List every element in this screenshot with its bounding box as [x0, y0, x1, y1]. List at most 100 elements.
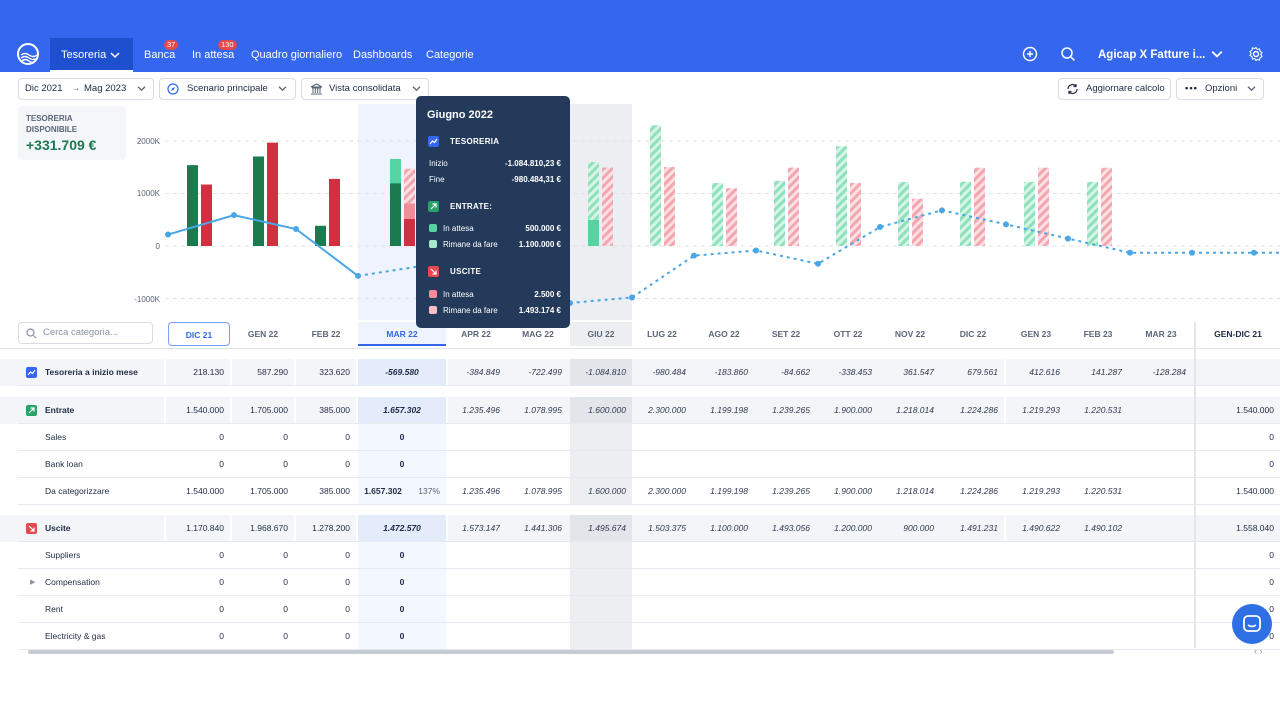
table-row[interactable]: Sales 0 0 0 0 0 — [0, 424, 1280, 451]
column-header-dic-21[interactable]: DIC 21 — [168, 322, 230, 346]
table-cell[interactable]: 1.220.531 — [1084, 486, 1122, 496]
table-cell[interactable]: 0 — [1269, 459, 1274, 469]
table-cell[interactable]: 0 — [345, 604, 350, 614]
column-header-gen-22[interactable]: GEN 22 — [247, 329, 279, 339]
column-header-ott-22[interactable]: OTT 22 — [833, 329, 863, 339]
table-cell[interactable]: -183.860 — [714, 367, 748, 377]
expense-forecast-bar[interactable] — [1038, 167, 1049, 246]
table-cell[interactable]: 1.441.306 — [524, 523, 562, 533]
table-cell[interactable]: 1.540.000 — [186, 486, 224, 496]
table-cell[interactable]: 1.078.995 — [524, 405, 562, 415]
table-cell[interactable]: 1.900.000 — [834, 405, 872, 415]
table-cell[interactable]: -569.580 — [385, 367, 419, 377]
column-header-feb-23[interactable]: FEB 23 — [1083, 329, 1113, 339]
income-pending-bar[interactable] — [588, 219, 599, 246]
category-search-input[interactable]: Cerca categoria... — [18, 322, 153, 344]
income-bar[interactable] — [253, 156, 264, 246]
table-row[interactable]: Entrate 1.540.000 1.705.000 385.000 1.657.30… — [0, 397, 1280, 424]
expense-forecast-bar[interactable] — [602, 167, 613, 246]
table-row[interactable]: Da categorizzare 1.540.000 1.705.000 385.00… — [0, 478, 1280, 505]
expand-caret-icon[interactable]: ▶ — [30, 579, 36, 586]
expense-bar[interactable] — [267, 142, 278, 246]
gear-icon[interactable] — [1248, 46, 1264, 62]
table-row[interactable]: Compensation ▶ 0 0 0 0 0 — [0, 569, 1280, 596]
expense-bar[interactable] — [329, 178, 340, 246]
date-range-selector[interactable]: Dic 2021 → Mag 2023 — [18, 78, 154, 100]
table-cell[interactable]: 0 — [345, 550, 350, 560]
table-cell[interactable]: 1.199.198 — [710, 405, 748, 415]
column-header-giu-22[interactable]: GIU 22 — [570, 322, 632, 346]
income-forecast-bar[interactable] — [1024, 181, 1035, 246]
table-row[interactable]: Tesoreria a inizio mese 218.130 587.290 323… — [0, 359, 1280, 386]
table-cell[interactable]: 0 — [219, 432, 224, 442]
view-selector[interactable]: Vista consolidata — [301, 78, 429, 100]
table-cell[interactable]: 1.170.840 — [186, 523, 224, 533]
table-cell[interactable]: 1.600.000 — [588, 405, 626, 415]
table-cell[interactable]: 0 — [399, 577, 405, 587]
table-cell[interactable]: 1.968.670 — [250, 523, 288, 533]
table-cell[interactable]: 1.657.302 — [364, 486, 402, 496]
table-cell[interactable]: 0 — [345, 577, 350, 587]
treasury-point[interactable] — [1065, 235, 1071, 242]
table-cell[interactable]: 900.000 — [903, 523, 934, 533]
table-cell[interactable]: 1.100.000 — [710, 523, 748, 533]
column-header-dic-22[interactable]: DIC 22 — [959, 329, 987, 339]
treasury-point[interactable] — [629, 294, 635, 301]
table-cell[interactable]: 412.616 — [1029, 367, 1060, 377]
treasury-chart[interactable] — [0, 100, 1280, 320]
treasury-point[interactable] — [691, 252, 697, 259]
table-cell[interactable]: 0 — [399, 550, 405, 560]
column-header-lug-22[interactable]: LUG 22 — [647, 329, 677, 339]
table-cell[interactable]: 0 — [399, 432, 405, 442]
column-header-mar-23[interactable]: MAR 23 — [1145, 329, 1177, 339]
table-cell[interactable]: 1.705.000 — [250, 405, 288, 415]
table-cell[interactable]: 0 — [283, 432, 288, 442]
treasury-point[interactable] — [1189, 249, 1195, 256]
column-header-set-22[interactable]: SET 22 — [771, 329, 801, 339]
table-cell[interactable]: 1.224.286 — [960, 486, 998, 496]
table-cell[interactable]: 1.199.198 — [710, 486, 748, 496]
table-cell[interactable]: 385.000 — [319, 405, 350, 415]
treasury-point[interactable] — [165, 231, 171, 238]
table-cell[interactable]: 1.573.147 — [462, 523, 500, 533]
table-cell[interactable]: -980.484 — [652, 367, 686, 377]
income-pending-bar[interactable] — [390, 158, 401, 184]
nav-categorie[interactable]: Categorie — [426, 38, 474, 72]
table-cell[interactable]: 1.078.995 — [524, 486, 562, 496]
table-cell[interactable]: 2.300.000 — [648, 486, 686, 496]
table-cell[interactable]: 0 — [219, 604, 224, 614]
table-cell[interactable]: 2.300.000 — [648, 405, 686, 415]
table-cell[interactable]: 1.224.286 — [960, 405, 998, 415]
horizontal-scrollbar[interactable] — [28, 650, 1114, 654]
table-cell[interactable]: 0 — [1269, 604, 1274, 614]
nav-in-attesa[interactable]: In attesa — [192, 38, 234, 72]
income-forecast-bar[interactable] — [836, 146, 847, 246]
expense-forecast-bar[interactable] — [974, 167, 985, 246]
table-cell[interactable]: 1.495.674 — [588, 523, 626, 533]
nav-tesoreria[interactable]: Tesoreria — [50, 38, 133, 72]
table-cell[interactable]: 1.219.293 — [1022, 486, 1060, 496]
column-header-gen-dic-21[interactable]: GEN-DIC 21 — [1214, 329, 1262, 339]
income-forecast-bar[interactable] — [1087, 181, 1098, 246]
table-cell[interactable]: 141.287 — [1091, 367, 1122, 377]
table-cell[interactable]: 0 — [219, 631, 224, 641]
expense-forecast-bar[interactable] — [850, 183, 861, 246]
treasury-point[interactable] — [1127, 249, 1133, 256]
table-cell[interactable]: 0 — [283, 459, 288, 469]
table-cell[interactable]: 0 — [399, 604, 405, 614]
table-cell[interactable]: 0 — [283, 577, 288, 587]
income-bar[interactable] — [187, 165, 198, 246]
table-cell[interactable]: -1.084.810 — [585, 367, 626, 377]
table-cell[interactable]: 0 — [1269, 577, 1274, 587]
table-cell[interactable]: 1.200.000 — [834, 523, 872, 533]
table-cell[interactable]: 1.491.231 — [960, 523, 998, 533]
income-bar[interactable] — [390, 158, 401, 246]
table-cell[interactable]: 1.705.000 — [250, 486, 288, 496]
treasury-point[interactable] — [877, 224, 883, 231]
table-cell[interactable]: 1.558.040 — [1236, 523, 1274, 533]
table-cell[interactable]: 1.219.293 — [1022, 405, 1060, 415]
plus-circle-icon[interactable] — [1022, 46, 1038, 62]
company-chevron-down-icon[interactable] — [1211, 49, 1223, 59]
table-cell[interactable]: 0 — [283, 631, 288, 641]
table-cell[interactable]: 0 — [1269, 550, 1274, 560]
